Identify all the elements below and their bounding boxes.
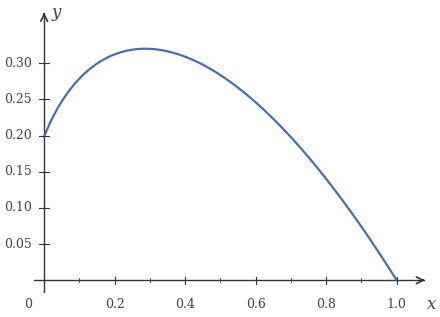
Text: 0.25: 0.25 — [4, 93, 32, 106]
Text: 0.6: 0.6 — [246, 298, 266, 311]
Text: 0.2: 0.2 — [105, 298, 125, 311]
Text: 0.15: 0.15 — [4, 165, 32, 178]
Text: 0: 0 — [24, 298, 32, 311]
Text: 0.4: 0.4 — [175, 298, 195, 311]
Text: 1.0: 1.0 — [387, 298, 407, 311]
Text: 0.10: 0.10 — [4, 202, 32, 215]
Text: 0.05: 0.05 — [4, 238, 32, 251]
Text: y: y — [52, 4, 61, 21]
Text: 0.30: 0.30 — [4, 57, 32, 70]
Text: x: x — [427, 296, 436, 313]
Text: 0.8: 0.8 — [316, 298, 336, 311]
Text: 0.20: 0.20 — [4, 129, 32, 142]
